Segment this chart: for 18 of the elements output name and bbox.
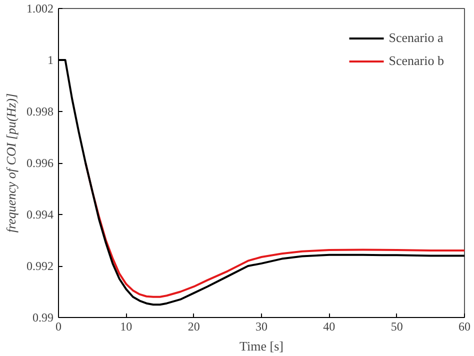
x-tick-label: 50 bbox=[390, 320, 403, 334]
x-tick-label: 0 bbox=[56, 320, 62, 334]
y-tick-label: 0.998 bbox=[26, 104, 54, 118]
y-tick-label: 0.996 bbox=[26, 156, 54, 170]
x-tick-label: 60 bbox=[458, 320, 470, 334]
x-tick-label: 40 bbox=[323, 320, 336, 334]
y-tick-label: 0.99 bbox=[32, 310, 54, 324]
y-tick-label: 1.002 bbox=[26, 2, 54, 16]
y-tick-label: 1 bbox=[48, 53, 54, 67]
y-tick-label: 0.992 bbox=[26, 259, 54, 273]
legend-label: Scenario a bbox=[388, 30, 444, 46]
x-axis-title: Time [s] bbox=[240, 338, 284, 354]
x-tick-label: 10 bbox=[120, 320, 132, 334]
y-tick-label: 0.994 bbox=[26, 208, 54, 222]
x-tick-label: 30 bbox=[256, 320, 268, 334]
y-axis-title: frequency of COI [pu(Hz)] bbox=[4, 93, 18, 233]
legend-label: Scenario b bbox=[388, 53, 444, 69]
x-tick-label: 20 bbox=[188, 320, 200, 334]
